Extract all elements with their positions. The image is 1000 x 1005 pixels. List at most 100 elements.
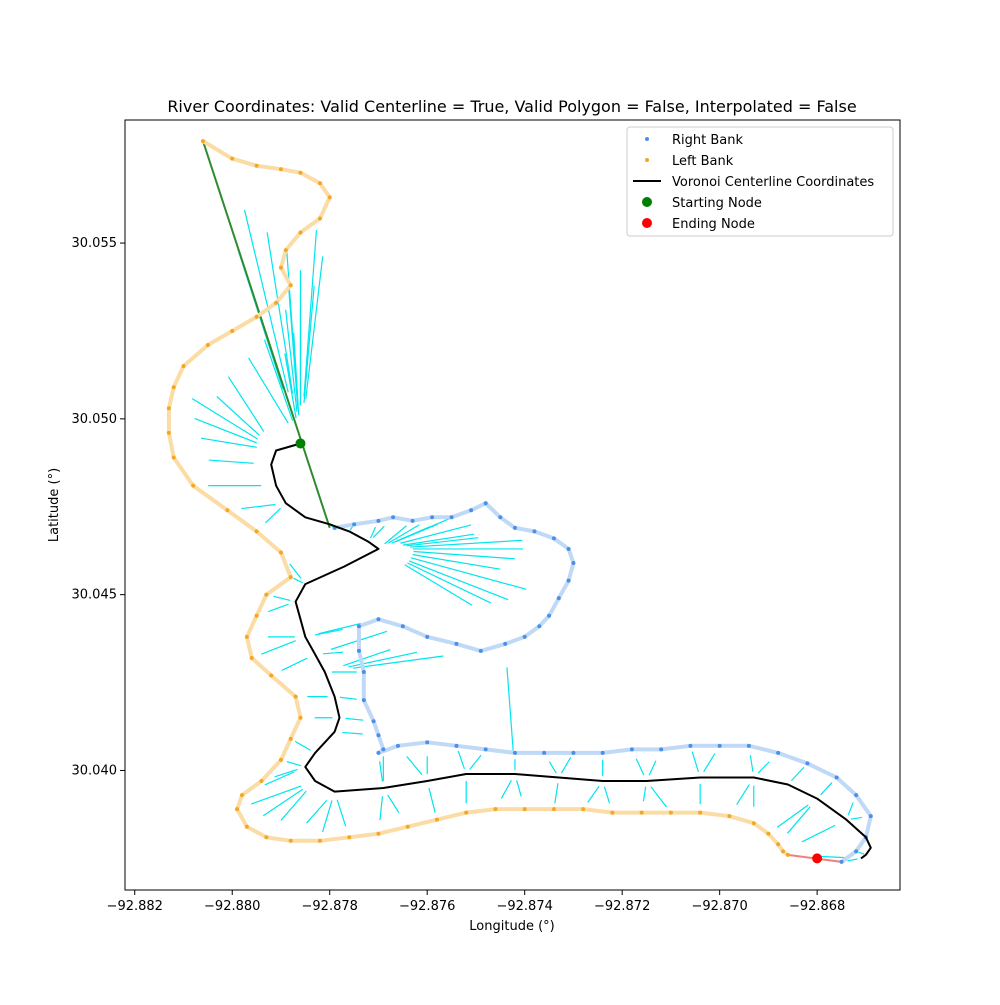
voronoi-edge [847,858,858,862]
starting-node-marker [295,438,306,449]
right-bank-point [376,750,381,755]
right-bank-point [352,522,357,527]
voronoi-edge [790,766,805,782]
voronoi-edge [384,525,407,545]
voronoi-edge [703,753,716,773]
right-bank-point [381,747,386,752]
voronoi-edge [293,332,300,416]
left-bank-point [244,634,249,639]
voronoi-edge [284,353,297,419]
left-bank-point [181,364,186,369]
voronoi-edge [208,459,254,464]
voronoi-edge [227,376,265,432]
voronoi-edge [560,757,572,774]
left-bank-point [781,849,786,854]
voronoi-edge [379,796,384,821]
left-bank-point [464,810,469,815]
left-bank-point [639,810,644,815]
voronoi-edge [264,771,295,786]
right-bank-point [600,750,605,755]
voronoi-edge [285,309,298,412]
right-bank-point [430,515,435,520]
voronoi-edge [469,754,482,770]
left-bank-point [278,167,283,172]
left-bank-point [581,807,586,812]
legend-box [626,126,894,237]
left-bank-point [293,694,298,699]
left-bank-point [230,328,235,333]
right-bank-point [454,641,459,646]
voronoi-edge [318,622,362,635]
right-bank-point [376,518,381,523]
left-bank-point [274,300,279,305]
x-tick-label: −92.872 [594,899,650,914]
x-tick-label: −92.868 [789,899,845,914]
right-bank-point [425,740,430,745]
voronoi-edge [342,731,363,735]
right-bank-point [503,641,508,646]
left-bank-point [288,283,293,288]
x-axis-label: Longitude (°) [469,919,554,934]
voronoi-edge [336,799,347,827]
voronoi-edge [372,525,385,538]
x-tick-label: −92.880 [204,899,260,914]
left-bank-point [230,156,235,161]
left-bank-point [244,824,249,829]
left-bank-point [278,550,283,555]
legend-entry-label: Left Bank [672,154,734,169]
voronoi-edge [274,768,298,778]
left-bank-point [288,575,293,580]
voronoi-edge [410,539,523,548]
voronoi-edge [379,761,384,782]
right-bank-point [805,761,810,766]
voronoi-edge [349,525,354,531]
left-bank-point [405,824,410,829]
voronoi-edge [264,507,282,524]
left-bank-point [269,673,274,678]
nodes [295,438,823,864]
x-tick-label: −92.874 [496,899,552,914]
left-bank-point [551,807,556,812]
voronoi-edge [243,209,289,393]
right-bank-point [356,624,361,629]
right-bank-point [356,648,361,653]
voronoi-edge [345,717,364,721]
right-bank-point [376,617,381,622]
right-bank-point [361,698,366,703]
voronoi-edge [343,648,391,667]
voronoi-edge [648,760,657,776]
voronoi-edge [757,761,770,774]
voronoi-edge [322,651,344,655]
right-bank-point [566,546,571,551]
x-tick-label: −92.870 [691,899,747,914]
x-tick-label: −92.882 [107,899,163,914]
voronoi-edge [322,800,333,833]
left-bank-point [166,406,171,411]
left-bank-point [249,655,254,660]
left-bank-point [493,807,498,812]
left-bank-point [225,508,230,513]
voronoi-edge [587,785,600,803]
voronoi-edge [303,230,318,397]
start-connector-line [202,140,331,529]
right-bank-point [469,508,474,513]
left-bank-point [376,831,381,836]
left-bank-point [264,835,269,840]
right-bank-point [571,561,576,566]
voronoi-edge [194,417,258,444]
right-bank-outline [334,501,873,864]
voronoi-edge [303,285,315,404]
right-bank-point [551,536,556,541]
voronoi-edge [404,564,473,606]
legend: Right Bank Left Bank Voronoi Centerline Co… [626,126,894,237]
left-bank-point [298,230,303,235]
left-bank-point [522,807,527,812]
left-bank-point [254,529,259,534]
left-bank-point [278,757,283,762]
right-bank-point [371,719,376,724]
voronoi-edge [387,524,420,544]
voronoi-edge [263,339,294,421]
voronoi-edge [262,788,304,817]
voronoi-edge [348,651,418,668]
